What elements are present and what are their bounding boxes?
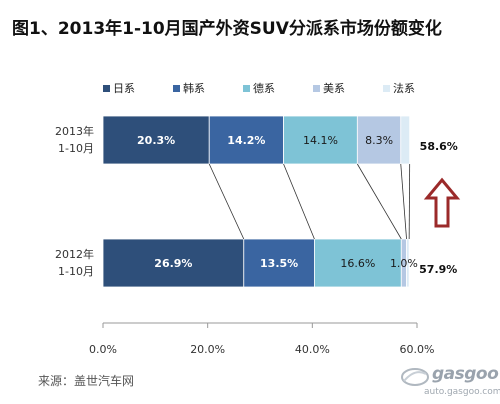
up-arrow-icon xyxy=(423,177,461,228)
total-label-2: 57.9% xyxy=(419,263,457,276)
data-label-2-4: 1.0% xyxy=(390,257,418,270)
category-label-line1-1: 2013年 xyxy=(55,124,94,138)
legend-label-4: 美系 xyxy=(323,82,345,95)
watermark: gasgoo auto.gasgoo.com xyxy=(398,360,500,404)
data-label-2-2: 13.5% xyxy=(260,257,298,270)
connector-line-5 xyxy=(408,163,411,240)
data-label-1-2: 14.2% xyxy=(227,134,265,147)
total-label-1: 58.6% xyxy=(420,140,458,153)
bar-segment-2-1 xyxy=(102,238,245,288)
connector-line-4 xyxy=(400,163,407,240)
x-tick-label-2: 20.0% xyxy=(190,343,225,356)
data-label-1-3: 14.1% xyxy=(303,134,338,147)
data-label-1-1: 20.3% xyxy=(137,134,175,147)
category-label-line1-2: 2012年 xyxy=(55,247,94,261)
connector-line-1 xyxy=(208,163,245,240)
watermark-url: auto.gasgoo.com xyxy=(424,387,500,397)
legend-swatch-5 xyxy=(383,85,390,92)
connector-line-3 xyxy=(356,163,402,240)
x-tick-label-4: 60.0% xyxy=(400,343,435,356)
x-tick-label-1: 0.0% xyxy=(89,343,117,356)
data-label-2-3: 16.6% xyxy=(340,257,375,270)
category-label-line2-1: 1-10月 xyxy=(58,142,94,155)
data-label-1-4: 8.3% xyxy=(365,134,393,147)
legend-label-3: 德系 xyxy=(253,81,275,95)
bar-segment-1-2 xyxy=(208,115,284,165)
legend-label-5: 法系 xyxy=(393,81,415,95)
legend-swatch-1 xyxy=(103,85,110,92)
legend-swatch-4 xyxy=(313,85,320,92)
source-note: 来源：盖世汽车网 xyxy=(38,374,135,388)
chart-title: 图1、2013年1-10月国产外资SUV分派系市场份额变化 xyxy=(12,19,442,39)
bar-segment-2-5 xyxy=(406,238,410,288)
connector-line-2 xyxy=(283,163,315,240)
bar-segment-2-2 xyxy=(243,238,315,288)
legend-swatch-3 xyxy=(243,85,250,92)
x-tick-label-3: 40.0% xyxy=(295,343,330,356)
legend-label-1: 日系 xyxy=(113,82,135,95)
bar-segment-2-3 xyxy=(314,238,402,288)
category-label-line2-2: 1-10月 xyxy=(58,265,94,278)
data-label-2-1: 26.9% xyxy=(154,257,192,270)
legend-swatch-2 xyxy=(173,85,180,92)
watermark-brand: gasgoo xyxy=(432,364,499,384)
watermark-logo-icon xyxy=(401,368,429,386)
legend-label-2: 韩系 xyxy=(183,81,205,95)
bar-segment-1-5 xyxy=(400,115,411,165)
